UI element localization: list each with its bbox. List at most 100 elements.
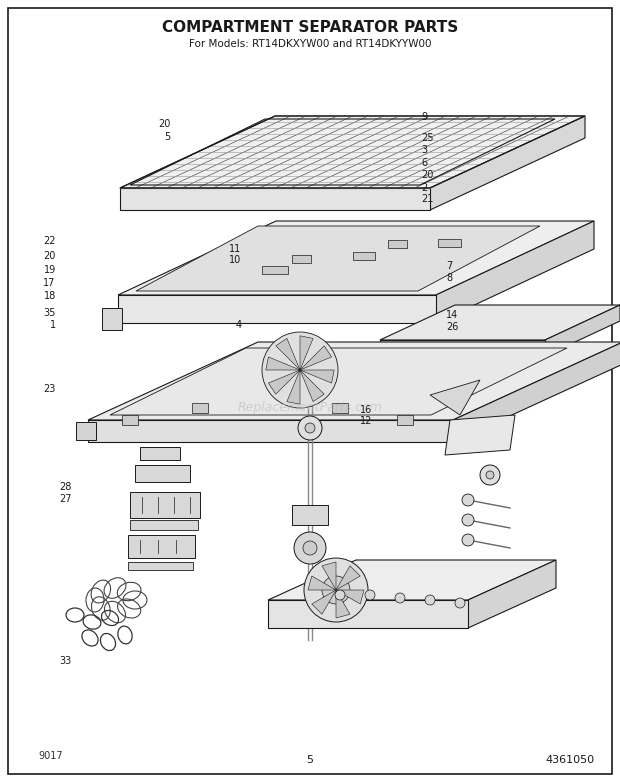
- Polygon shape: [332, 403, 348, 413]
- Text: 19: 19: [43, 265, 56, 274]
- Text: 16: 16: [360, 405, 372, 414]
- Text: 18: 18: [43, 291, 56, 300]
- Polygon shape: [468, 560, 556, 628]
- Circle shape: [305, 423, 315, 433]
- Polygon shape: [380, 305, 620, 340]
- Text: ReplacementParts.com: ReplacementParts.com: [237, 401, 383, 414]
- Polygon shape: [136, 226, 540, 291]
- Polygon shape: [300, 335, 313, 370]
- Polygon shape: [380, 340, 545, 356]
- Circle shape: [462, 534, 474, 546]
- Text: 2: 2: [422, 183, 428, 192]
- Text: 27: 27: [59, 494, 71, 504]
- Polygon shape: [102, 308, 122, 330]
- Polygon shape: [266, 357, 300, 370]
- Polygon shape: [110, 348, 567, 415]
- Bar: [128, 562, 193, 570]
- Polygon shape: [268, 600, 468, 628]
- Polygon shape: [76, 422, 96, 440]
- Polygon shape: [545, 305, 620, 356]
- Polygon shape: [128, 535, 195, 558]
- Polygon shape: [292, 505, 328, 525]
- Polygon shape: [118, 295, 436, 323]
- Polygon shape: [308, 576, 336, 590]
- Polygon shape: [120, 116, 585, 188]
- Circle shape: [365, 590, 375, 600]
- Polygon shape: [397, 415, 413, 425]
- Text: 7: 7: [446, 261, 453, 271]
- Circle shape: [455, 598, 465, 608]
- Polygon shape: [322, 562, 336, 590]
- Text: 10: 10: [229, 255, 242, 264]
- Text: 4361050: 4361050: [546, 755, 595, 765]
- Text: 3: 3: [422, 145, 428, 155]
- Polygon shape: [293, 255, 311, 263]
- Polygon shape: [300, 346, 332, 370]
- Polygon shape: [436, 221, 594, 323]
- Text: 26: 26: [446, 322, 459, 332]
- Text: 35: 35: [43, 308, 56, 317]
- Circle shape: [298, 416, 322, 440]
- Polygon shape: [430, 116, 585, 210]
- Text: 28: 28: [59, 482, 71, 492]
- Text: 6: 6: [422, 158, 428, 167]
- Polygon shape: [287, 370, 300, 404]
- Text: 11: 11: [229, 244, 242, 253]
- Polygon shape: [336, 590, 350, 618]
- Circle shape: [262, 332, 338, 408]
- Polygon shape: [262, 266, 288, 274]
- Polygon shape: [276, 339, 300, 370]
- Polygon shape: [135, 465, 190, 482]
- Circle shape: [486, 471, 494, 479]
- Text: 9: 9: [422, 113, 428, 122]
- Polygon shape: [140, 447, 180, 460]
- Polygon shape: [300, 370, 334, 383]
- Circle shape: [425, 595, 435, 605]
- Text: 17: 17: [43, 278, 56, 288]
- Text: 25: 25: [422, 134, 434, 143]
- Polygon shape: [336, 590, 364, 604]
- Polygon shape: [268, 560, 556, 600]
- Text: 5: 5: [306, 755, 314, 765]
- Circle shape: [322, 576, 350, 604]
- Circle shape: [335, 590, 345, 600]
- Bar: [130, 520, 198, 530]
- Text: 20: 20: [158, 119, 170, 128]
- Text: 20: 20: [43, 252, 56, 261]
- Text: 33: 33: [59, 656, 71, 665]
- Circle shape: [462, 514, 474, 526]
- Polygon shape: [453, 342, 620, 442]
- Text: 4: 4: [236, 320, 242, 329]
- Polygon shape: [118, 221, 594, 295]
- Text: 23: 23: [43, 385, 56, 394]
- Polygon shape: [120, 188, 430, 210]
- Text: 1: 1: [50, 320, 56, 329]
- Text: 5: 5: [164, 132, 171, 142]
- Text: 14: 14: [446, 310, 459, 320]
- Text: 12: 12: [360, 416, 372, 425]
- Polygon shape: [300, 370, 324, 402]
- Polygon shape: [192, 403, 208, 413]
- Text: 21: 21: [422, 195, 434, 204]
- Polygon shape: [312, 590, 336, 614]
- Polygon shape: [88, 342, 620, 420]
- Circle shape: [395, 593, 405, 603]
- Polygon shape: [353, 252, 375, 260]
- Text: 22: 22: [43, 236, 56, 246]
- Text: COMPARTMENT SEPARATOR PARTS: COMPARTMENT SEPARATOR PARTS: [162, 20, 458, 35]
- Circle shape: [303, 541, 317, 555]
- Polygon shape: [336, 565, 360, 590]
- Polygon shape: [130, 492, 200, 518]
- Circle shape: [294, 532, 326, 564]
- Text: 9017: 9017: [38, 751, 63, 761]
- Text: 8: 8: [446, 273, 453, 282]
- Polygon shape: [430, 380, 480, 415]
- Polygon shape: [388, 240, 407, 248]
- Circle shape: [480, 465, 500, 485]
- Circle shape: [462, 494, 474, 506]
- Polygon shape: [268, 370, 300, 394]
- Polygon shape: [122, 415, 138, 425]
- Text: 20: 20: [422, 170, 434, 180]
- Polygon shape: [445, 415, 515, 455]
- Polygon shape: [88, 420, 453, 442]
